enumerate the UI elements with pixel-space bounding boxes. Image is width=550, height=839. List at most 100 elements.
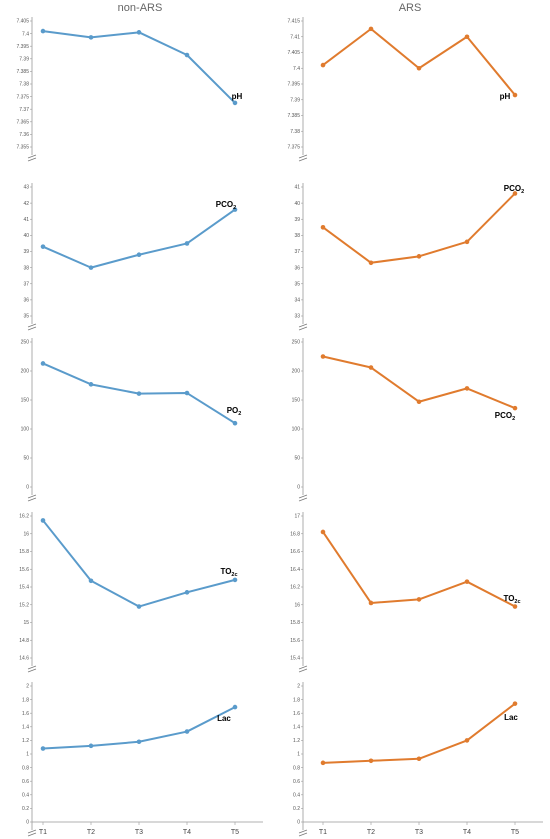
chart-9-y-tick-label: 1.2 (293, 738, 300, 744)
chart-3-data-point (368, 260, 374, 266)
chart-3-y-tick-label: 37 (294, 249, 300, 255)
chart-5-data-point (464, 386, 470, 391)
chart-3-variable-label: PCO2 (504, 184, 524, 195)
chart-6-data-point (136, 604, 142, 609)
variable-label-main: pH (500, 92, 511, 101)
chart-4-y-tick-label: 100 (21, 427, 30, 433)
chart-3-y-tick-label: 34 (294, 298, 300, 304)
chart-1-data-point (464, 34, 470, 40)
chart-7-data-point (320, 529, 326, 535)
chart-1-data-point (512, 92, 518, 98)
chart-2-y-tick-label: 39 (23, 249, 29, 255)
chart-9-x-tick-label: T4 (463, 829, 471, 836)
chart-8-x-tick-label: T1 (39, 829, 47, 836)
chart-9-y-tick-label: 0.8 (293, 765, 300, 771)
chart-8-y-tick-label: 1.2 (22, 738, 29, 744)
chart-0-data-point (136, 30, 142, 35)
chart-5-data-point (368, 365, 374, 370)
chart-9-data-point (368, 758, 374, 764)
chart-5-y-tick-label: 200 (292, 369, 301, 375)
chart-3-axis-break-mark (298, 323, 308, 328)
chart-9-y-tick-label: 1.4 (293, 725, 300, 731)
chart-1-y-tick-label: 7.39 (290, 97, 300, 103)
chart-1-data-point (320, 62, 326, 68)
chart-2-data-point (88, 265, 94, 270)
chart-1-axis-break-mark (298, 157, 308, 162)
chart-8-x-tick-label: T2 (87, 829, 95, 836)
chart-3-axis-break-mark (298, 326, 308, 331)
chart-6-axis-break-mark (27, 665, 37, 670)
chart-1-series-line (322, 27, 516, 97)
chart-7-y-tick-label: 15.6 (290, 638, 300, 644)
chart-8-axis-break-mark (27, 829, 37, 834)
chart-7-y-tick-label: 16.4 (290, 567, 300, 573)
chart-3-y-tick-label: 33 (294, 314, 300, 320)
variable-label-subscript: 2 (233, 205, 236, 211)
chart-9-data-point (464, 738, 470, 743)
chart-9-axis-break-mark (298, 832, 308, 837)
chart-3-data-point (320, 225, 326, 230)
chart-5-axis-break-mark (298, 497, 308, 502)
chart-1-y-tick-label: 7.41 (290, 34, 300, 40)
chart-9-y-tick-label: 1.6 (293, 711, 300, 717)
chart-6-series-line (42, 519, 236, 608)
chart-8-x-tick-label: T3 (135, 829, 143, 836)
chart-0-y-tick-label: 7.405 (16, 19, 29, 25)
variable-label-main: TO (220, 567, 231, 576)
chart-8-y-tick-label: 2 (26, 684, 29, 690)
chart-8-y-tick-label: 1.6 (22, 711, 29, 717)
chart-0-y-tick-label: 7.365 (16, 120, 29, 126)
chart-9-variable-label: Lac (504, 713, 518, 722)
chart-4-data-point (88, 382, 94, 387)
variable-label-main: pH (232, 92, 243, 101)
chart-9-axis-break-mark (298, 829, 308, 834)
chart-8-data-point (136, 739, 142, 745)
chart-7-data-point (512, 604, 518, 609)
variable-label-subscript: 2c (231, 572, 237, 578)
chart-0-series-line (42, 30, 236, 104)
chart-9-data-point (320, 760, 326, 766)
chart-9-series-line (322, 702, 516, 764)
chart-9-y-tick-label: 0.4 (293, 793, 300, 799)
chart-6-y-tick-label: 16 (23, 531, 29, 537)
chart-9-x-tick-label: T2 (367, 829, 375, 836)
chart-3-y-tick-label: 38 (294, 233, 300, 239)
chart-1-y-tick-label: 7.415 (287, 19, 300, 25)
chart-2-y-tick-label: 42 (23, 201, 29, 207)
chart-4-variable-label: PO2 (227, 406, 242, 417)
chart-0-y-tick-label: 7.395 (16, 44, 29, 50)
chart-2-data-point (40, 244, 46, 249)
chart-7-y-tick-label: 16.6 (290, 549, 300, 555)
chart-2-data-point (136, 252, 142, 258)
chart-8-data-point (184, 729, 190, 734)
chart-3-y-tick-label: 41 (294, 185, 300, 191)
chart-5-y-tick-label: 50 (294, 456, 300, 462)
chart-6-y-tick-label: 15 (23, 620, 29, 626)
chart-8-data-point (232, 704, 238, 710)
chart-1-y-tick-label: 7.395 (287, 82, 300, 88)
variable-label-main: PCO (216, 200, 233, 209)
chart-0-y-tick-label: 7.36 (19, 132, 29, 138)
chart-5-data-point (512, 405, 518, 411)
chart-7-y-tick-label: 16.2 (290, 585, 300, 591)
chart-6-data-point (184, 590, 190, 595)
column-header-ars: ARS (399, 2, 422, 14)
chart-0-axis-break-mark (27, 154, 37, 159)
chart-4-y-tick-label: 50 (23, 456, 29, 462)
chart-1-data-point (368, 26, 374, 32)
chart-1-y-tick-label: 7.375 (287, 145, 300, 151)
chart-6-axis-break-mark (27, 668, 37, 673)
chart-7-y-tick-label: 16 (294, 602, 300, 608)
chart-5-data-point (416, 399, 422, 405)
chart-8-y-tick-label: 0.8 (22, 765, 29, 771)
chart-1-y-tick-label: 7.4 (293, 66, 300, 72)
chart-4-y-tick-label: 200 (21, 369, 30, 375)
chart-6-y-tick-label: 14.8 (19, 638, 29, 644)
chart-8-data-point (88, 743, 94, 749)
chart-6-y-tick-label: 15.4 (19, 585, 29, 591)
chart-7-y-tick-label: 15.8 (290, 620, 300, 626)
variable-label-main: Lac (217, 714, 231, 723)
chart-1-y-tick-label: 7.405 (287, 50, 300, 56)
chart-9-data-point (416, 756, 422, 762)
